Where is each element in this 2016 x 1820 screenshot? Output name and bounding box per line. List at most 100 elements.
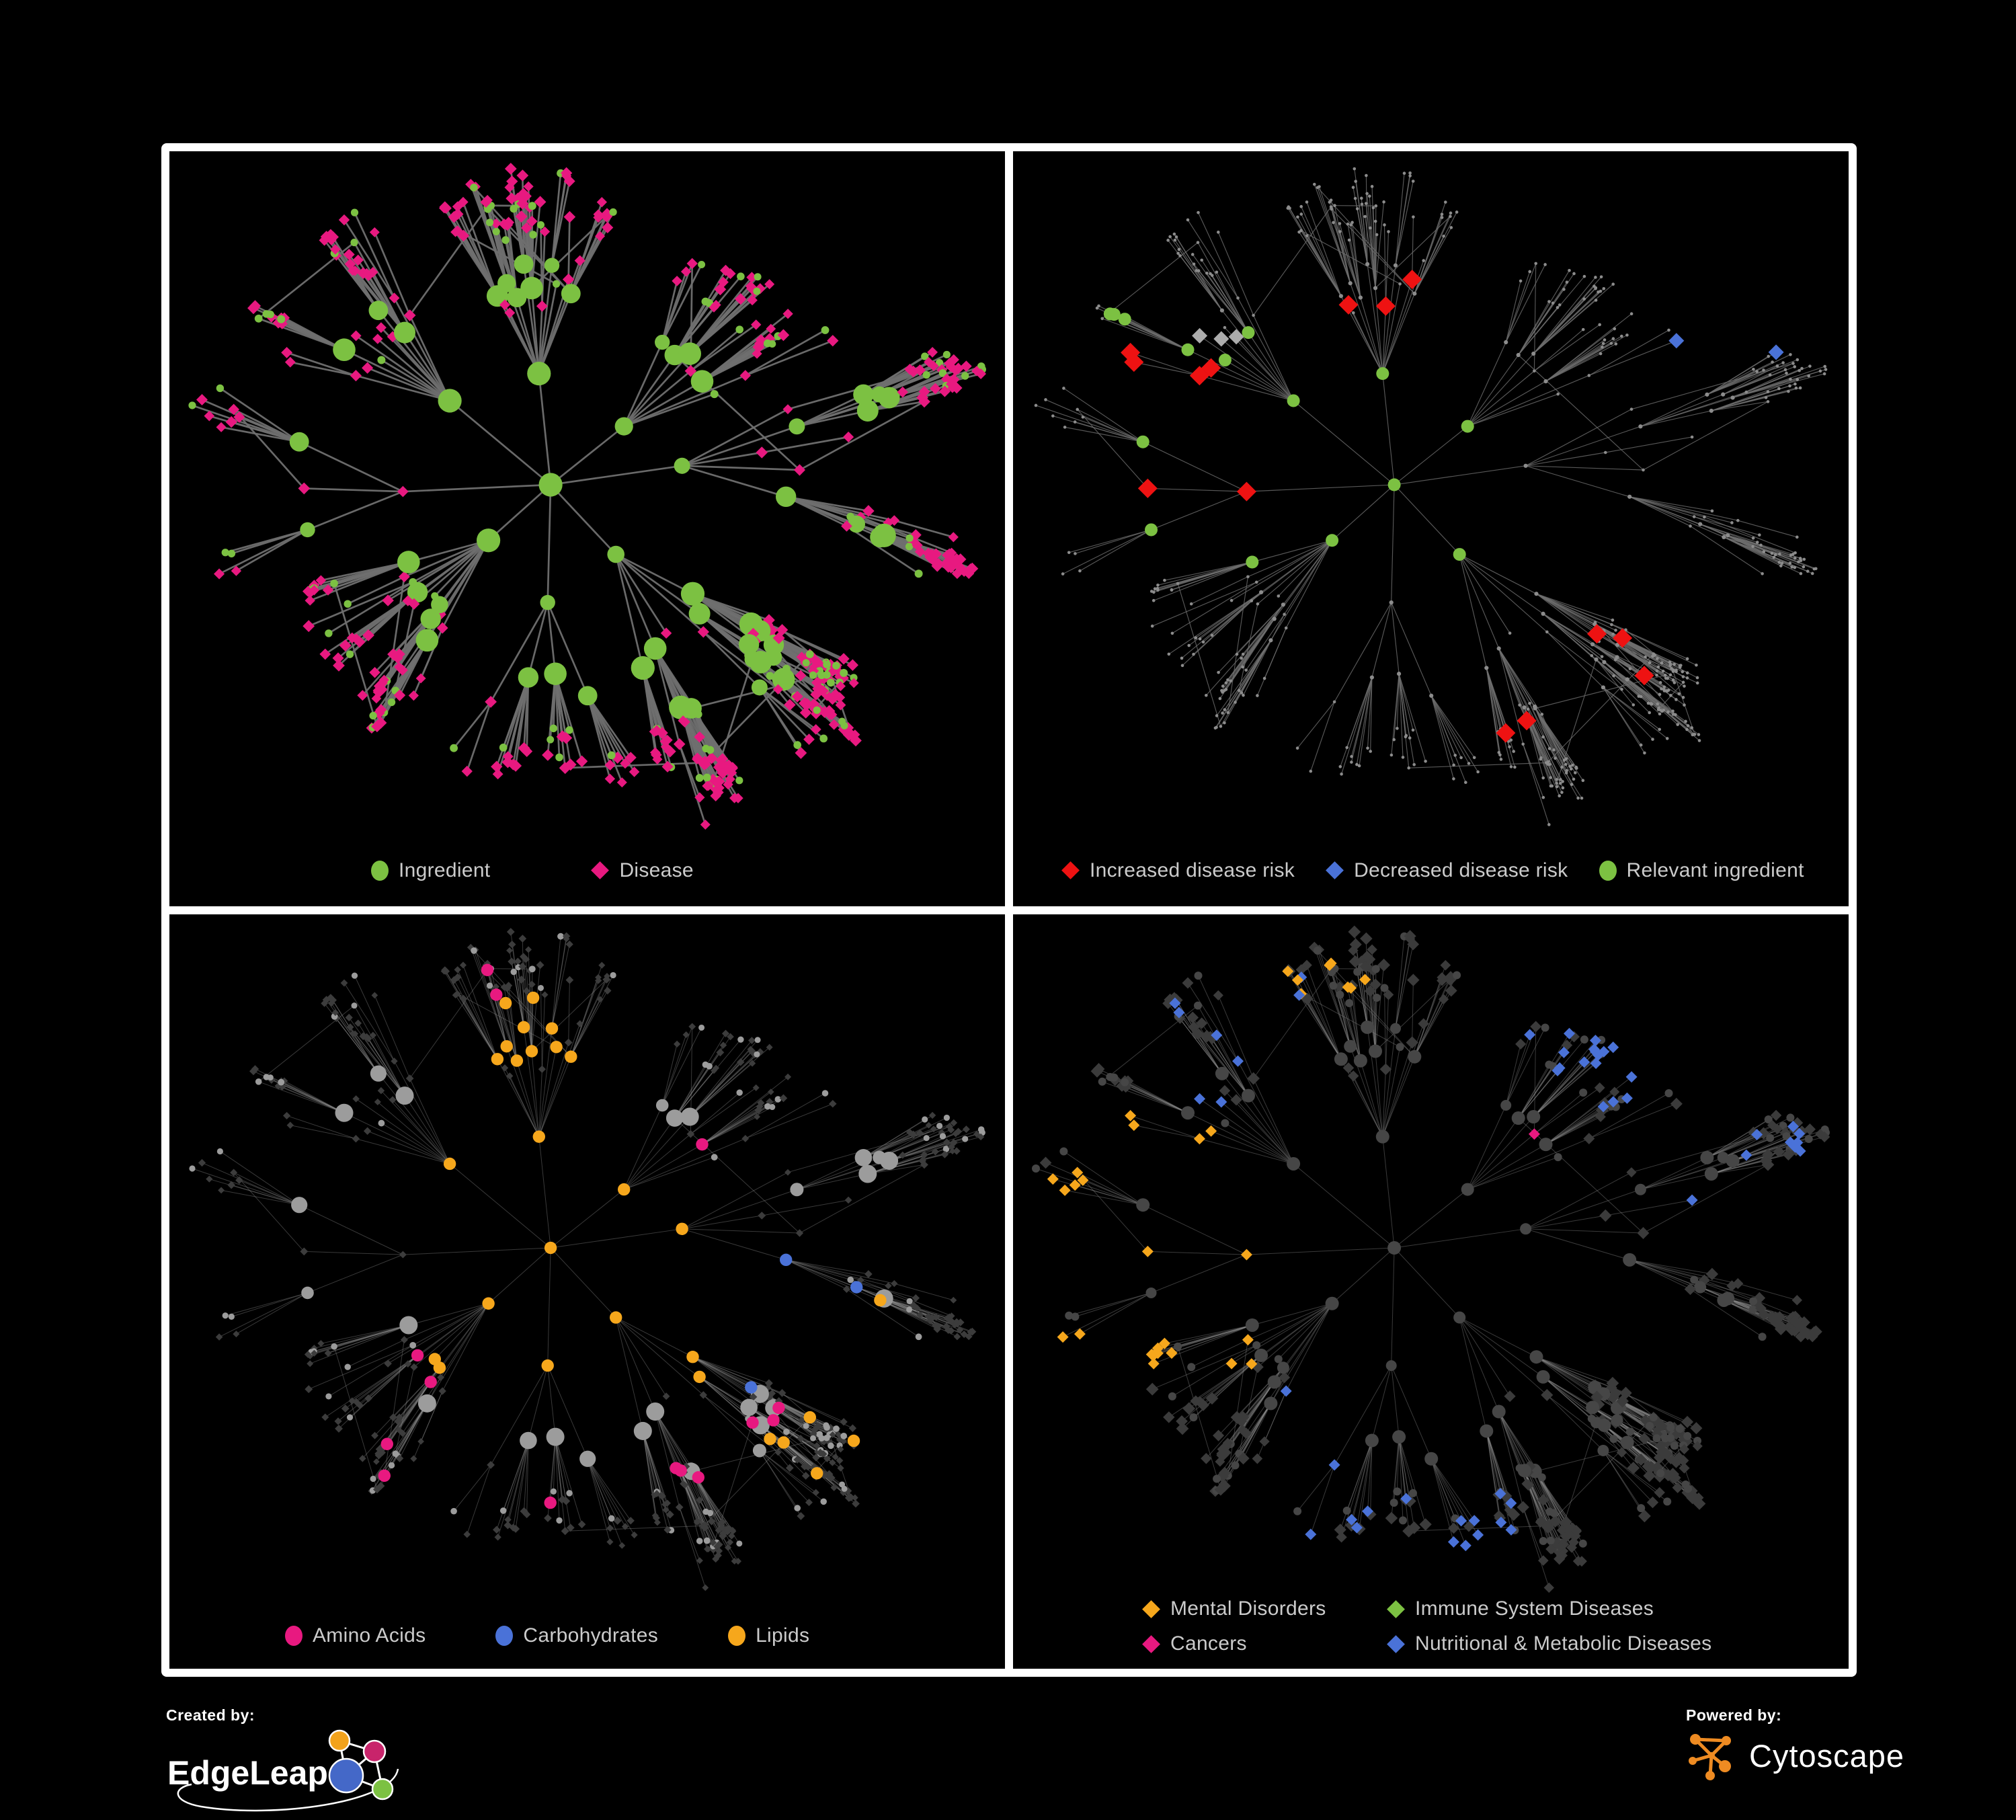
graph-node <box>1246 1357 1258 1370</box>
graph-node <box>1767 354 1770 358</box>
graph-edge <box>488 1247 551 1304</box>
graph-node <box>450 227 461 237</box>
graph-node <box>1564 757 1568 760</box>
graph-node <box>1383 989 1394 1000</box>
graph-node <box>754 1036 761 1043</box>
graph-node <box>1226 711 1230 715</box>
graph-node <box>1561 786 1565 790</box>
graph-node <box>1448 1522 1459 1534</box>
graph-node <box>1156 588 1160 592</box>
graph-edge <box>893 519 954 539</box>
graph-edge <box>1182 592 1262 666</box>
graph-node <box>1793 551 1797 555</box>
graph-node <box>1625 1070 1638 1082</box>
graph-node <box>1147 1357 1160 1370</box>
graph-edge <box>1045 399 1143 442</box>
graph-node <box>1365 1433 1379 1448</box>
graph-node <box>1652 1433 1661 1442</box>
graph-edge <box>1534 706 1570 767</box>
graph-node <box>332 652 344 664</box>
graph-node <box>1522 705 1527 710</box>
graph-node <box>764 1378 773 1387</box>
graph-node <box>1551 301 1555 305</box>
graph-edge <box>1486 1430 1500 1515</box>
graph-edge <box>523 677 530 748</box>
graph-edge <box>1297 701 1335 749</box>
graph-edge <box>1301 976 1342 1060</box>
edges-layer <box>192 168 983 825</box>
graph-node <box>1773 1145 1785 1158</box>
graph-edge <box>682 465 800 471</box>
graph-node <box>400 1335 408 1343</box>
graph-node <box>704 1545 711 1552</box>
graph-node <box>538 984 544 991</box>
graph-node <box>1387 1240 1402 1255</box>
graph-edge <box>1172 582 1257 634</box>
graph-node <box>357 690 368 701</box>
graph-node <box>1373 219 1377 223</box>
graph-node <box>1660 661 1664 665</box>
graph-node <box>1200 258 1203 262</box>
graph-edge <box>1142 441 1247 492</box>
graph-edge <box>1196 1033 1249 1096</box>
graph-edge <box>1382 1046 1401 1137</box>
graph-node <box>1404 933 1416 944</box>
graph-edge <box>1711 401 1769 411</box>
graph-node <box>517 1021 530 1033</box>
graph-node <box>544 1496 557 1509</box>
graph-node <box>909 1130 918 1138</box>
graph-edge <box>1518 1067 1560 1118</box>
graph-edge <box>1353 1075 1383 1137</box>
graph-edge <box>551 936 561 1029</box>
graph-node <box>1499 758 1503 761</box>
graph-node <box>1785 371 1788 375</box>
graph-node <box>1191 253 1195 256</box>
graph-edge <box>1357 971 1368 1027</box>
graph-node <box>369 666 380 678</box>
graph-edge <box>1536 1356 1595 1388</box>
graph-node <box>820 1470 829 1479</box>
graph-node <box>950 1296 957 1304</box>
graph-edge <box>690 323 757 372</box>
graph-node <box>1032 1164 1040 1173</box>
graph-node <box>1604 450 1607 454</box>
graph-node <box>1681 696 1685 699</box>
network-graph-disease-classes <box>1032 925 1830 1593</box>
graph-node <box>1215 1066 1229 1080</box>
graph-edge <box>1529 703 1563 768</box>
graph-edge <box>623 353 691 427</box>
graph-node <box>1690 1421 1703 1434</box>
graph-edge <box>1467 1105 1506 1189</box>
graph-node <box>933 1324 942 1333</box>
graph-edge <box>846 525 920 575</box>
graph-node <box>1349 223 1353 227</box>
graph-edge <box>321 561 409 582</box>
graph-edge <box>490 1365 549 1465</box>
graph-node <box>1369 675 1374 680</box>
graph-edge <box>1545 1116 1601 1145</box>
graph-edge <box>684 1472 714 1550</box>
graph-node <box>700 1523 709 1532</box>
graph-node <box>703 1537 711 1544</box>
graph-edge <box>1629 1259 1738 1284</box>
graph-node <box>305 1384 313 1393</box>
graph-node <box>1429 693 1434 698</box>
graph-node <box>1136 1197 1150 1212</box>
graph-node <box>950 1119 958 1126</box>
graph-edge <box>417 1302 489 1355</box>
graph-edge <box>1375 978 1451 1052</box>
graph-node <box>841 1485 848 1492</box>
graph-node <box>1806 569 1810 573</box>
graph-edge <box>1332 484 1395 541</box>
graph-edge <box>1035 405 1143 442</box>
graph-edge <box>392 1099 450 1164</box>
graph-edge <box>1301 969 1342 1059</box>
graph-edge <box>220 426 300 443</box>
graph-node <box>857 1276 864 1283</box>
graph-node <box>815 667 824 676</box>
graph-node <box>1389 1498 1398 1507</box>
graph-node <box>387 698 396 707</box>
graph-edge <box>1486 668 1500 755</box>
graph-node <box>1780 561 1784 565</box>
